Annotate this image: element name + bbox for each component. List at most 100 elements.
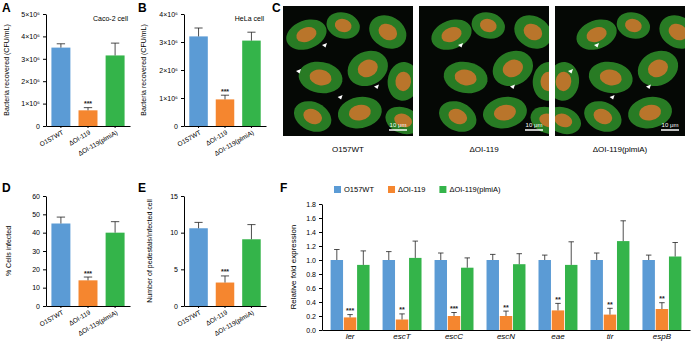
legend: O157WTΔOI-119ΔOI-119(plmiA) <box>334 185 501 194</box>
y-tick-label: 1.2 <box>306 243 316 250</box>
error-cap <box>672 242 677 243</box>
x-tick-label: espB <box>653 332 672 341</box>
bar <box>331 260 343 330</box>
y-axis-line <box>184 15 185 127</box>
error-cap <box>620 220 625 221</box>
nucleus <box>355 56 381 80</box>
error-cap <box>347 314 352 315</box>
arrowhead <box>610 95 615 100</box>
y-tick: 15 <box>170 193 184 200</box>
y-tick-label: 4×10⁶ <box>159 11 178 18</box>
nucleus <box>294 24 318 45</box>
x-tick: ΔOI-119(plmiA) <box>77 306 119 338</box>
x-tick-label: escT <box>393 332 411 341</box>
bar <box>79 110 98 126</box>
legend-swatch <box>388 186 395 193</box>
error-bar <box>198 28 199 36</box>
cell <box>572 14 621 55</box>
error-bar <box>115 222 116 233</box>
y-tick-label: 3×10⁶ <box>159 39 178 46</box>
error-bar <box>225 95 226 99</box>
y-tick-label: 1.8 <box>306 201 316 208</box>
bar <box>539 260 551 330</box>
arrowhead <box>568 69 573 74</box>
bar <box>79 280 98 306</box>
bar <box>51 48 70 126</box>
y-tick-label: 0.8 <box>306 271 316 278</box>
y-axis: 0.00.20.40.60.81.01.21.41.61.8 <box>306 201 322 334</box>
x-axis: O157WTΔOI-119ΔOI-119(plmiA) <box>38 306 130 338</box>
nucleus <box>555 71 572 92</box>
x-tick: escC <box>445 330 463 341</box>
x-tick-label: ΔOI-119(plmiA) <box>213 309 255 338</box>
error-bar <box>388 252 389 260</box>
error-bar <box>251 32 252 40</box>
y-tick: 60 <box>32 193 46 200</box>
arrowhead <box>646 85 651 90</box>
nucleus <box>666 20 685 43</box>
x-axis: O157WTΔOI-119ΔOI-119(plmiA) <box>176 126 266 158</box>
y-tick-mark <box>43 288 46 289</box>
significance: ** <box>399 306 405 313</box>
y-tick-mark <box>43 104 46 105</box>
y-axis-line <box>46 15 47 127</box>
y-tick-label: 2×10⁶ <box>21 78 40 85</box>
nucleus <box>348 103 372 122</box>
y-tick-label: 0 <box>36 303 40 310</box>
nucleus <box>500 56 526 80</box>
y-tick: 0.4 <box>306 299 322 306</box>
cell <box>653 9 685 56</box>
bar <box>106 55 125 126</box>
cell <box>480 93 529 131</box>
error-bar <box>440 253 441 260</box>
y-tick: 1.6 <box>306 215 322 222</box>
y-tick: 0.0 <box>306 327 322 334</box>
y-tick-mark <box>181 233 184 234</box>
y-axis-title: Bacteria recovered (CFU/mL) <box>140 24 148 115</box>
cell <box>508 9 549 56</box>
error-cap <box>386 251 391 252</box>
cell <box>296 58 345 96</box>
legend-item: ΔOI-119(plmiA) <box>439 185 501 194</box>
y-tick: 20 <box>32 266 46 273</box>
x-tick-label: escN <box>497 332 515 341</box>
x-tick-label: ΔOI-119(plmiA) <box>77 309 119 338</box>
error-cap <box>57 217 65 218</box>
y-tick: 50 <box>32 211 46 218</box>
error-cap <box>84 107 92 108</box>
scale-bar-label: 10 μm <box>526 122 543 128</box>
y-axis-title: % Cells infected <box>5 226 12 276</box>
y-tick-mark <box>319 330 322 331</box>
y-tick: 30 <box>32 248 46 255</box>
y-tick-label: 5×10⁶ <box>21 11 40 18</box>
y-tick-label: 1.0 <box>306 257 316 264</box>
y-tick: 4×10⁶ <box>159 11 184 18</box>
y-tick-mark <box>319 316 322 317</box>
error-cap <box>84 277 92 278</box>
y-tick-label: 15 <box>170 193 178 200</box>
x-tick-label: O157WT <box>38 309 64 328</box>
cell <box>427 14 476 55</box>
x-tick-mark <box>60 306 61 308</box>
error-cap <box>503 311 508 312</box>
y-tick-mark <box>43 251 46 252</box>
x-tick: ler <box>346 330 355 341</box>
bar <box>513 264 525 330</box>
cell <box>555 102 585 136</box>
bar <box>656 309 668 330</box>
bar <box>189 36 208 126</box>
y-tick: 5 <box>174 266 184 273</box>
error-bar <box>363 251 364 265</box>
x-tick: O157WT <box>38 126 64 148</box>
error-cap <box>111 43 119 44</box>
y-tick-mark <box>319 260 322 261</box>
y-axis-title: Number of pedestals/infected cell <box>146 199 154 303</box>
bar <box>604 315 616 330</box>
x-tick-label: escC <box>445 332 463 341</box>
y-tick-mark <box>43 36 46 37</box>
legend-label: ΔOI-119(plmiA) <box>449 185 501 194</box>
x-tick: eae <box>551 330 565 341</box>
y-tick-label: 20 <box>32 266 40 273</box>
scale-bar <box>525 129 543 131</box>
cell <box>487 44 539 92</box>
